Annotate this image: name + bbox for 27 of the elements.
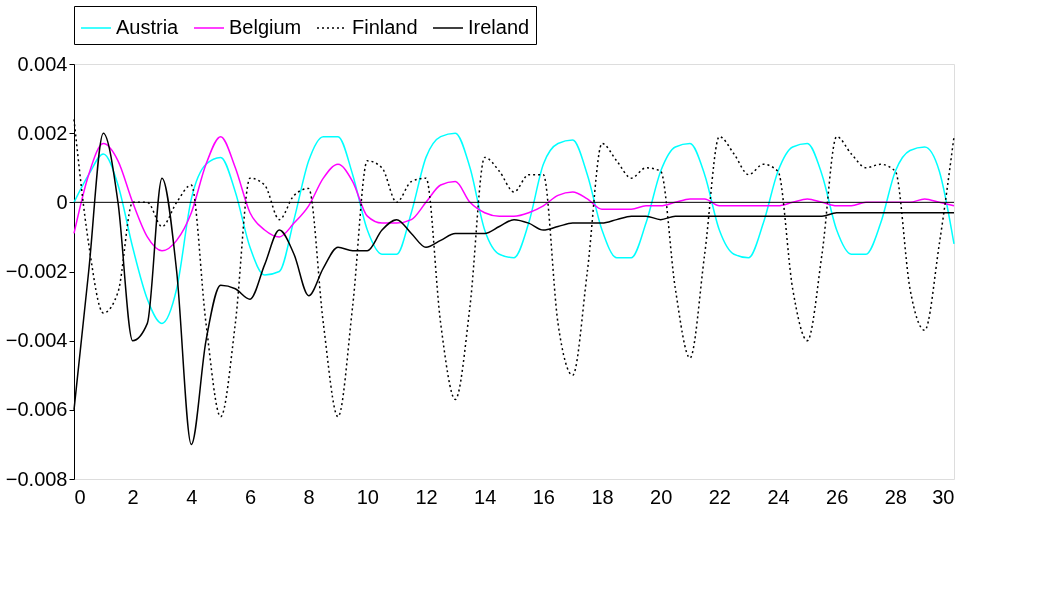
x-tick-label: 28 [884, 485, 907, 508]
y-tick-label: 0.004 [17, 52, 68, 75]
x-tick-label: 6 [244, 485, 257, 508]
x-tick-label: 18 [591, 485, 614, 508]
legend-label: Belgium [229, 16, 302, 38]
legend-label: Finland [352, 16, 418, 38]
x-tick-label: 16 [532, 485, 555, 508]
x-tick-label: 24 [767, 485, 790, 508]
y-tick-label: −0.006 [5, 398, 68, 421]
y-tick-label: −0.004 [5, 329, 68, 352]
x-tick-label: 26 [826, 485, 849, 508]
legend-label: Ireland [468, 16, 530, 38]
x-tick-label: 0 [74, 485, 86, 508]
x-tick-label: 12 [415, 485, 438, 508]
x-tick-label: 14 [474, 485, 497, 508]
x-tick-label: 2 [127, 485, 139, 508]
x-tick-label: 8 [303, 485, 315, 508]
x-tick-label: 10 [356, 485, 379, 508]
x-tick-label: 4 [186, 485, 198, 508]
x-tick-label: 30 [932, 485, 955, 508]
legend-label: Austria [116, 16, 180, 38]
y-tick-label: −0.002 [5, 260, 68, 282]
x-tick-label: 20 [650, 485, 673, 508]
y-tick-label: 0.002 [17, 121, 68, 144]
y-tick-label: −0.008 [5, 467, 68, 490]
x-tick-label: 22 [708, 485, 731, 508]
y-tick-label: 0 [56, 190, 68, 213]
